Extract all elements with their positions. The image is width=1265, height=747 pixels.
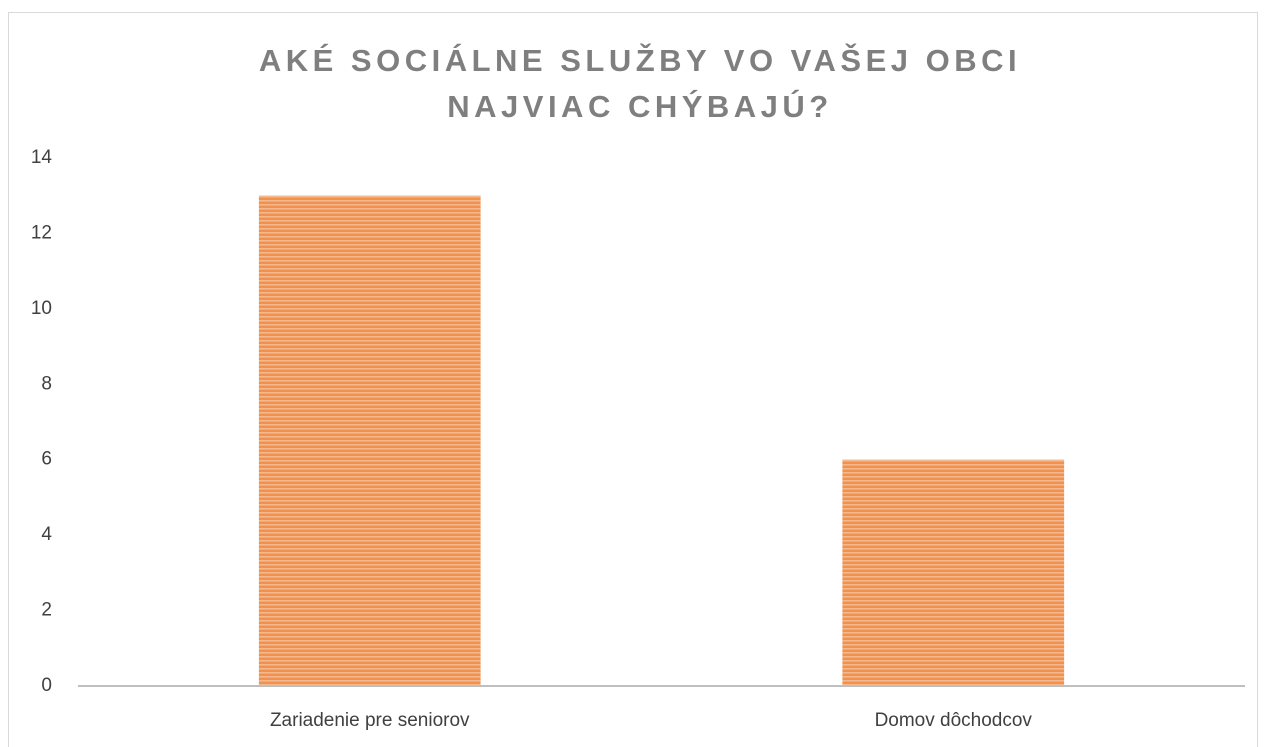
- y-tick-label: 14: [31, 147, 53, 168]
- bar: [842, 459, 1065, 686]
- y-tick-label: 12: [31, 222, 52, 243]
- y-tick-label: 4: [41, 524, 52, 545]
- y-tick-label: 6: [41, 449, 52, 470]
- y-tick-label: 0: [41, 675, 52, 696]
- chart-frame: [8, 12, 1258, 747]
- chart-title: AKÉ SOCIÁLNE SLUŽBY VO VAŠEJ OBCI NAJVIA…: [258, 43, 1022, 124]
- y-tick-label: 10: [31, 298, 52, 319]
- y-tick-label: 8: [41, 373, 52, 394]
- x-tick-label: Zariadenie pre seniorov: [270, 710, 470, 731]
- x-tick-label: Domov dôchodcov: [875, 710, 1033, 731]
- bar: [258, 195, 481, 686]
- y-tick-label: 2: [41, 600, 52, 621]
